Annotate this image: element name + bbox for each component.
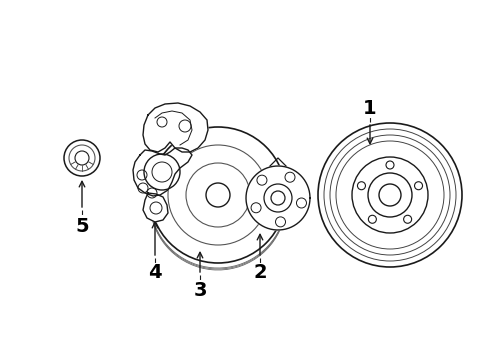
Text: 1: 1 — [363, 99, 377, 117]
Polygon shape — [143, 193, 168, 222]
Text: 5: 5 — [75, 216, 89, 235]
Polygon shape — [143, 103, 208, 152]
Text: 2: 2 — [253, 262, 267, 282]
Polygon shape — [133, 148, 192, 196]
Polygon shape — [246, 166, 310, 230]
Text: 4: 4 — [148, 262, 162, 282]
Text: 3: 3 — [193, 280, 207, 300]
